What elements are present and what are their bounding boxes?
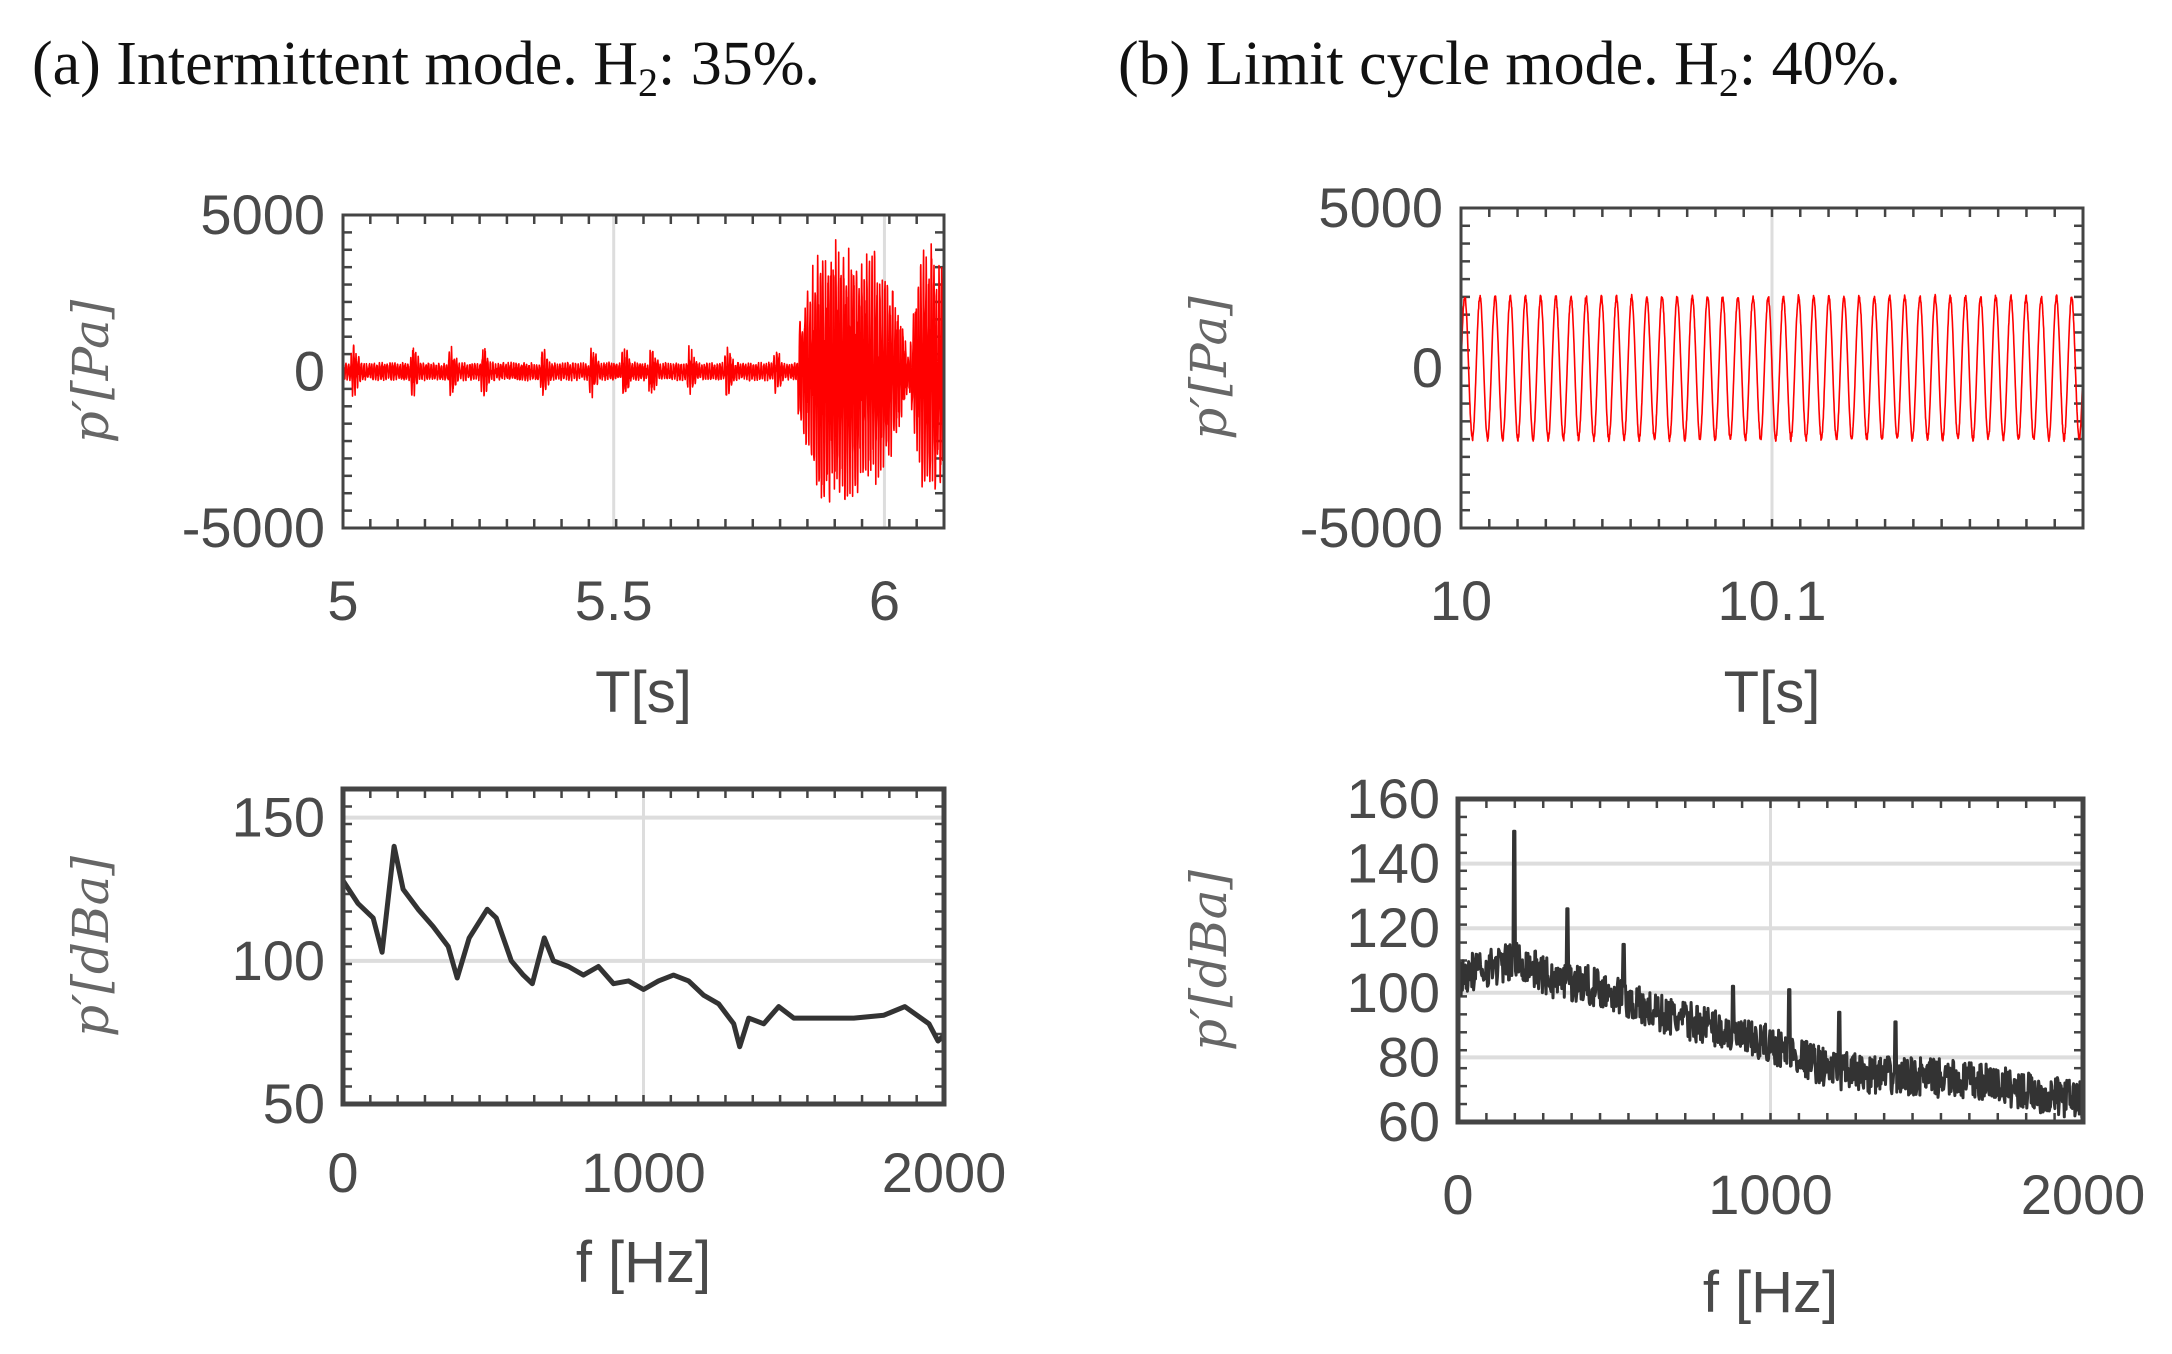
x-axis-label: T[s] [1724, 660, 1821, 725]
y-tick-label: 160 [1347, 767, 1440, 830]
series-line-spectrum [1458, 829, 2083, 1119]
axes-frame [1455, 796, 2086, 1125]
series-line-pressure [343, 239, 944, 503]
x-tick-label: 5.5 [575, 569, 653, 632]
y-tick-label: 5000 [200, 183, 325, 246]
panel-b-title: (b) Limit cycle mode. H2: 40%. [1118, 30, 1901, 105]
y-tick-label: 100 [1347, 961, 1440, 1024]
axes-frame [341, 213, 946, 530]
x-tick-label: 1000 [1708, 1163, 1833, 1226]
x-tick-label: 0 [327, 1141, 358, 1204]
x-axis-label: f [Hz] [576, 1230, 711, 1295]
axes-frame [340, 786, 947, 1107]
y-tick-label: 50 [263, 1072, 325, 1135]
x-axis-label: T[s] [595, 660, 692, 725]
x-tick-label: 10.1 [1718, 569, 1827, 632]
y-tick-label: -5000 [182, 496, 325, 559]
x-tick-label: 5 [327, 569, 358, 632]
axes-frame [1459, 206, 2085, 530]
y-tick-label: 120 [1347, 896, 1440, 959]
y-tick-label: 80 [1378, 1025, 1440, 1088]
y-tick-label: 140 [1347, 832, 1440, 895]
x-axis-label: f [Hz] [1703, 1260, 1838, 1325]
y-axis-label: p′[dBa] [62, 856, 120, 1037]
x-tick-label: 1000 [581, 1141, 706, 1204]
panel-a-title: (a) Intermittent mode. H2: 35%. [32, 30, 820, 105]
y-tick-label: 5000 [1318, 176, 1443, 239]
y-tick-label: 0 [294, 340, 325, 403]
x-tick-label: 10 [1430, 569, 1492, 632]
y-axis-label: p′[Pa] [1180, 296, 1238, 440]
series-line-spectrum [343, 843, 944, 1050]
y-axis-label: p′[Pa] [62, 299, 120, 443]
y-tick-label: 0 [1412, 336, 1443, 399]
y-tick-label: 60 [1378, 1090, 1440, 1153]
chart-a-time: 5 5.5 6 -5000 0 5000 T[s] p′[Pa] [62, 183, 946, 725]
y-tick-label: 100 [232, 929, 325, 992]
y-tick-label: 150 [232, 786, 325, 849]
chart-b-time: 10 10.1 -5000 0 5000 T[s] p′[Pa] [1180, 176, 2085, 725]
y-tick-label: -5000 [1300, 496, 1443, 559]
chart-a-spectrum: 0 1000 2000 50 100 150 f [Hz] p′[dBa] [62, 786, 1006, 1295]
x-tick-label: 2000 [2021, 1163, 2146, 1226]
y-axis-label: p′[dBa] [1180, 870, 1238, 1051]
x-tick-label: 0 [1442, 1163, 1473, 1226]
series-line-pressure [1461, 293, 2083, 443]
x-tick-label: 2000 [882, 1141, 1007, 1204]
x-tick-label: 6 [869, 569, 900, 632]
